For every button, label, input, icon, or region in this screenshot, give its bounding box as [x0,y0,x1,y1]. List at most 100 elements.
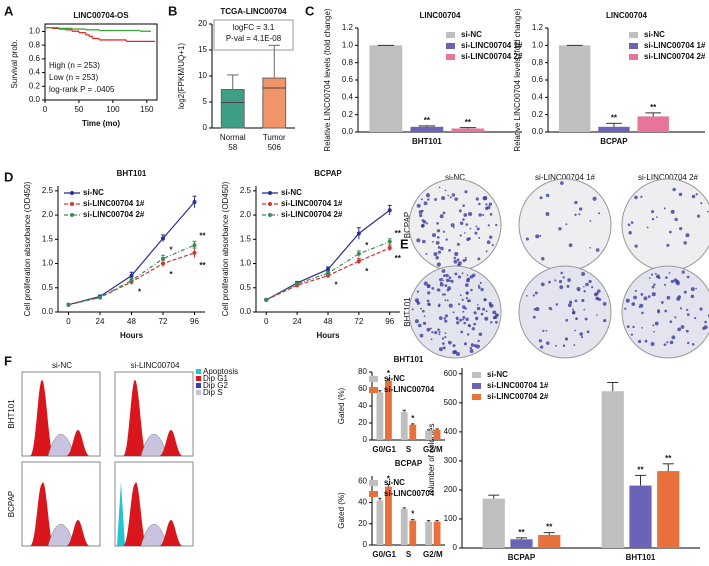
colony-dot [494,320,498,324]
g1-peak [30,482,54,546]
colony-dot [448,276,452,280]
legend-swatch [369,480,378,486]
colony-dot [539,234,542,237]
colony-dot [568,243,573,248]
colony-dot [427,286,430,289]
panel-label: E [400,236,409,251]
y-tick-label: 0.2 [29,81,41,90]
x-tick-label: S [406,550,412,559]
colony-dot [573,344,576,346]
colony-dot [431,287,435,290]
colony-dot [471,273,476,278]
x-tick-label: BHT101 [626,553,656,562]
colony-dot [683,241,687,245]
bar [376,392,384,440]
legend-swatch [472,394,481,400]
colony-dot [704,320,707,324]
significance-label: * [387,369,391,378]
colony-dot [478,286,481,289]
colony-dot [480,287,484,292]
colony-dot [462,310,465,313]
marker [161,256,165,261]
colony-dot [444,274,446,276]
colony-dot [456,321,460,325]
colony-dot [651,217,655,221]
colony-dot [469,348,474,353]
y-tick-label: 0.6 [532,75,544,84]
colony-dot [420,307,423,310]
colony-dot [580,336,584,339]
colony-dot [462,318,464,321]
series-line [266,241,390,301]
colony-dot [666,341,669,344]
colony-dot [700,202,703,205]
colony-dot [569,300,573,304]
legend-swatch [369,376,378,382]
colony-dot [465,296,469,300]
colony-dot [480,312,484,316]
y-tick-label: 15 [198,45,207,54]
legend-swatch [196,383,201,388]
y-tick-label: 20 [198,19,207,28]
colony-dot [596,314,598,316]
colony-dot [581,298,585,303]
colony-dot [450,279,454,283]
colony-dot [660,301,664,304]
colony-dot [479,281,482,285]
colony-dot [548,280,551,284]
legend-marker [268,191,272,195]
y-tick-label: 0.0 [532,127,544,136]
colony-dot [674,316,677,319]
colony-dot [465,317,469,322]
colony-dot [427,284,430,287]
legend-swatch [369,491,378,497]
colony-dot [441,293,445,296]
marker [356,259,361,264]
y-tick-label: 600 [444,369,458,378]
y-tick-label: 2.5 [42,186,54,195]
bar [425,521,432,545]
colony-dot [664,309,668,313]
colony-dot [644,339,648,343]
colony-dot [420,224,425,228]
colony-dot [454,272,458,276]
colony-dot [574,213,577,217]
marker [192,199,197,204]
x-tick-label: 0 [66,317,71,326]
chart-title: LINC00704 [606,11,647,20]
colony-dot [473,311,477,315]
y-tick-label: 0.2 [532,110,544,119]
legend-swatch [629,43,638,49]
legend-swatch [472,372,481,378]
colony-dot [456,242,460,246]
colony-dot [633,295,637,300]
colony-dot [651,292,656,297]
colony-dot [431,331,434,334]
plate [518,178,612,272]
colony-dot [595,296,600,301]
colony-dot [650,341,655,347]
y-tick-label: 0.8 [342,58,354,67]
colony-dot [534,291,538,295]
panel-label: F [4,353,12,368]
y-tick-label: 0.0 [29,95,41,104]
colony-dot [435,241,440,245]
marker [192,250,197,255]
colony-dot [671,335,676,340]
colony-dot [444,314,449,318]
x-tick-label: 48 [127,317,136,326]
colony-dot [452,350,457,355]
colony-dot [595,248,600,252]
legend-label: si-NC [83,188,104,197]
legend-label: si-LINC00704 1# [461,41,523,50]
y-tick-label: 0.5 [240,283,252,292]
colony-dot [421,239,426,244]
colony-dot [657,310,661,314]
colony-dot [542,329,545,333]
annotation: log-rank P = .0405 [49,85,115,94]
colony-dot [581,272,586,276]
colony-dot [464,258,467,262]
colony-dot [663,283,667,286]
colony-dot [666,295,671,300]
